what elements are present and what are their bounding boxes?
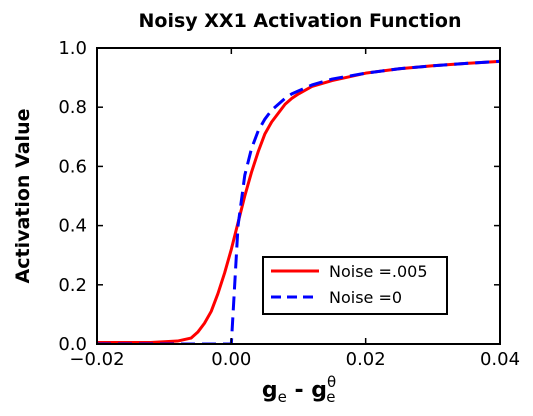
- x-label-sep: -: [287, 378, 311, 403]
- y-tick-label: 0.6: [58, 156, 87, 177]
- y-axis-label: Activation Value: [12, 109, 34, 284]
- legend: Noise =.005 Noise =0: [262, 256, 448, 315]
- y-tick-label: 0.4: [58, 216, 87, 237]
- plot-frame: [96, 47, 501, 345]
- x-label-g-sub: e: [278, 388, 287, 406]
- x-tick-label: 0.02: [346, 349, 386, 370]
- chart-title: Noisy XX1 Activation Function: [139, 10, 462, 32]
- x-label-theta-sup: θ: [327, 373, 336, 391]
- x-label-g: g: [262, 378, 278, 403]
- y-tick-label: 0.2: [58, 275, 87, 296]
- x-label-g-theta: g: [311, 378, 327, 403]
- y-tick-label: 0.0: [58, 334, 87, 355]
- series-layer: [97, 59, 500, 344]
- x-tick-label: −0.02: [69, 349, 124, 370]
- y-tick-label: 1.0: [58, 38, 87, 59]
- x-tick-label: 0.00: [211, 349, 251, 370]
- legend-label-noise-0: Noise =0: [329, 288, 402, 307]
- x-label-theta-sub: e: [326, 388, 335, 406]
- y-tick-label: 0.8: [58, 97, 87, 118]
- legend-label-noise-005: Noise =.005: [329, 262, 428, 281]
- series-line-noise-0: [97, 59, 500, 344]
- ticks-layer: −0.02 0.00 0.02 0.04 0.0 0.2 0.4 0.6 0.8 1.0: [58, 38, 520, 370]
- x-tick-label: 0.04: [480, 349, 520, 370]
- legend-box: [262, 256, 448, 315]
- x-axis-label: ge - gθ e: [262, 373, 336, 406]
